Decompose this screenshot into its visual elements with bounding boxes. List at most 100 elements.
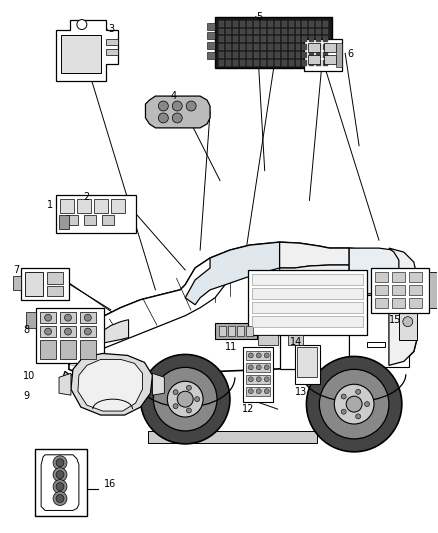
Bar [219, 60, 224, 66]
Bar [254, 21, 259, 27]
Text: 15: 15 [389, 314, 401, 325]
Bar [233, 29, 238, 35]
Bar [349, 295, 409, 367]
Circle shape [187, 408, 191, 413]
Text: 13: 13 [294, 387, 307, 397]
Bar [324, 55, 336, 64]
Bar [226, 36, 231, 43]
Bar [84, 215, 96, 225]
Bar [240, 52, 245, 58]
Circle shape [256, 389, 261, 394]
Circle shape [56, 482, 64, 490]
Bar [80, 340, 96, 359]
Bar [215, 322, 257, 338]
Bar [254, 60, 259, 66]
Polygon shape [69, 258, 230, 365]
Bar [56, 196, 135, 233]
Bar [233, 21, 238, 27]
Bar [308, 55, 320, 64]
Bar [275, 29, 279, 35]
Bar [409, 272, 422, 282]
Bar [309, 21, 314, 27]
Text: 3: 3 [109, 23, 115, 34]
Circle shape [187, 385, 191, 390]
Bar [248, 270, 367, 335]
Bar [289, 36, 293, 43]
Circle shape [264, 365, 269, 370]
Bar [240, 44, 245, 51]
Bar [226, 29, 231, 35]
Circle shape [56, 459, 64, 467]
Bar [316, 60, 321, 66]
Text: 14: 14 [290, 336, 302, 346]
Bar [392, 285, 405, 295]
Circle shape [64, 328, 71, 335]
Circle shape [159, 101, 168, 111]
Bar [246, 387, 270, 396]
Bar [323, 60, 328, 66]
Bar [59, 215, 69, 229]
Bar [323, 44, 328, 51]
Polygon shape [145, 96, 210, 128]
Bar [261, 52, 266, 58]
Bar [279, 316, 349, 369]
Text: 7: 7 [13, 265, 20, 275]
Circle shape [159, 113, 168, 123]
Text: 1: 1 [47, 200, 53, 211]
Bar [367, 342, 385, 348]
Bar [289, 29, 293, 35]
Bar [80, 326, 96, 336]
Bar [228, 326, 235, 336]
Bar [219, 36, 224, 43]
Bar [275, 36, 279, 43]
Bar [309, 52, 314, 58]
Circle shape [334, 384, 374, 424]
Circle shape [53, 480, 67, 494]
Circle shape [248, 377, 253, 382]
Circle shape [256, 365, 261, 370]
Bar [60, 199, 74, 213]
Bar [40, 312, 56, 322]
Circle shape [56, 495, 64, 503]
Circle shape [248, 389, 253, 394]
Circle shape [264, 377, 269, 382]
Bar [25, 272, 43, 296]
Bar [409, 298, 422, 308]
Bar [309, 29, 314, 35]
Bar [247, 44, 252, 51]
Bar [261, 44, 266, 51]
Circle shape [153, 367, 217, 431]
Bar [282, 29, 286, 35]
Bar [226, 44, 231, 51]
Bar [252, 302, 363, 313]
Bar [282, 60, 286, 66]
Bar [375, 298, 388, 308]
Bar [66, 215, 78, 225]
Polygon shape [279, 265, 349, 316]
Circle shape [256, 377, 261, 382]
Bar [392, 298, 405, 308]
Bar [268, 44, 273, 51]
Bar [226, 21, 231, 27]
Circle shape [172, 113, 182, 123]
Bar [296, 21, 300, 27]
Bar [207, 33, 215, 39]
Circle shape [319, 369, 389, 439]
Bar [296, 36, 300, 43]
Bar [247, 52, 252, 58]
Bar [371, 268, 429, 313]
Bar [252, 316, 363, 327]
Circle shape [64, 314, 71, 321]
Circle shape [346, 396, 362, 412]
Bar [309, 44, 314, 51]
Bar [240, 21, 245, 27]
Bar [275, 60, 279, 66]
Bar [252, 288, 363, 299]
Circle shape [177, 391, 193, 407]
Bar [77, 199, 91, 213]
Bar [296, 29, 300, 35]
Bar [289, 44, 293, 51]
Bar [252, 274, 363, 285]
Bar [316, 52, 321, 58]
Bar [282, 44, 286, 51]
